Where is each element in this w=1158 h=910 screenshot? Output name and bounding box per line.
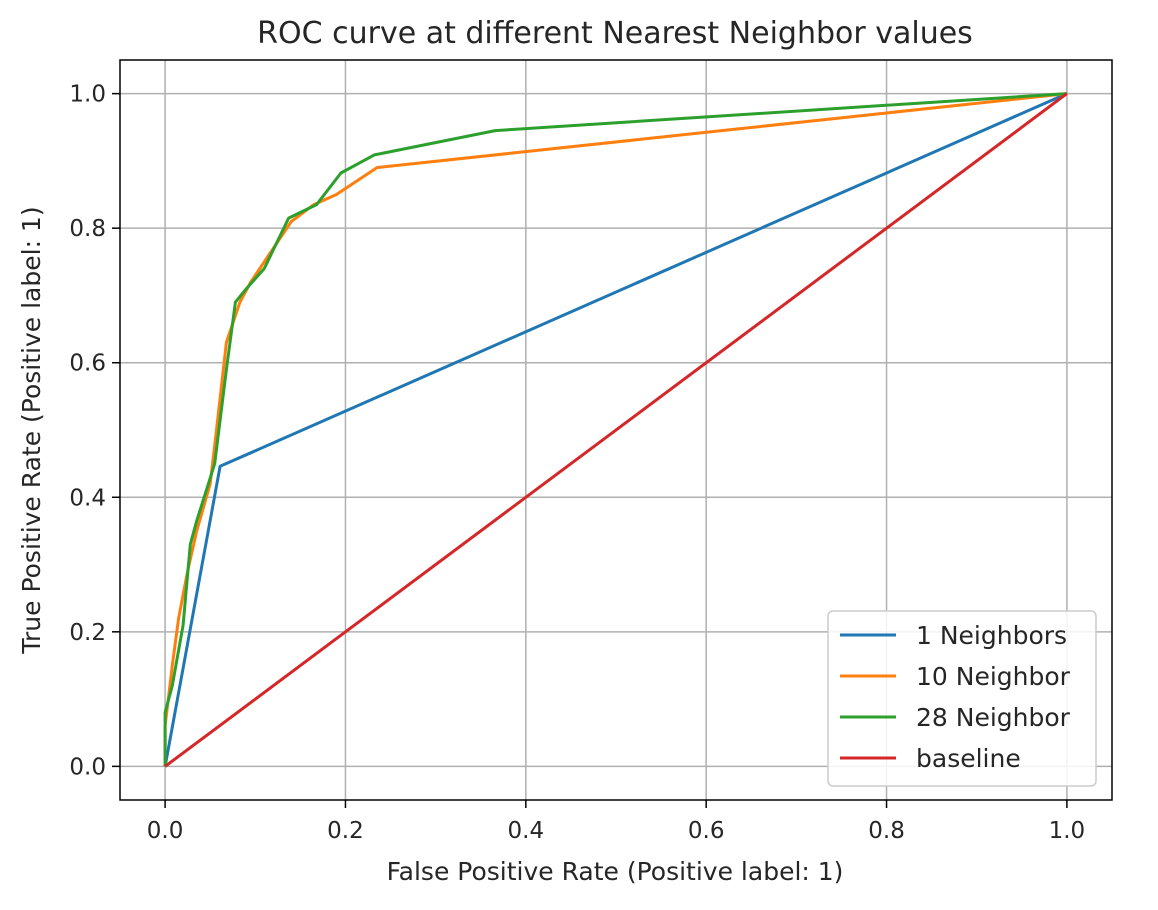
y-axis-label: True Positive Rate (Positive label: 1) bbox=[17, 206, 46, 654]
x-tick-label: 0.6 bbox=[688, 818, 725, 844]
y-tick-label: 0.6 bbox=[69, 351, 106, 377]
plot-frame bbox=[119, 59, 1113, 801]
x-tick-label: 0.0 bbox=[147, 818, 184, 844]
x-tick-label: 0.4 bbox=[508, 818, 545, 844]
x-axis-ticks: 0.0 0.2 0.4 0.6 0.8 1.0 bbox=[147, 800, 1085, 844]
x-tick-label: 1.0 bbox=[1049, 818, 1086, 844]
x-tick-label: 0.8 bbox=[868, 818, 905, 844]
series-line-28-neighbor bbox=[163, 92, 1067, 767]
y-tick-label: 0.4 bbox=[69, 485, 106, 511]
y-tick-label: 0.8 bbox=[69, 216, 106, 242]
x-axis-label: False Positive Rate (Positive label: 1) bbox=[387, 857, 844, 886]
legend-label: 28 Neighbor bbox=[916, 703, 1071, 732]
y-tick-label: 1.0 bbox=[69, 82, 106, 108]
series-line-1-neighbors bbox=[163, 92, 1068, 767]
legend-label: 1 Neighbors bbox=[916, 621, 1067, 650]
series-lines bbox=[163, 92, 1068, 768]
series-line-10-neighbor bbox=[163, 92, 1068, 767]
chart-title: ROC curve at different Nearest Neighbor … bbox=[257, 16, 973, 51]
legend-label: baseline bbox=[916, 744, 1021, 773]
legend-label: 10 Neighbor bbox=[916, 662, 1071, 691]
y-axis-ticks: 0.0 0.2 0.4 0.6 0.8 1.0 bbox=[69, 82, 120, 780]
legend-box bbox=[827, 610, 1097, 787]
legend: 1 Neighbors 10 Neighbor 28 Neighbor baselin… bbox=[827, 610, 1097, 787]
series-line-baseline bbox=[164, 92, 1068, 768]
x-tick-label: 0.2 bbox=[327, 818, 364, 844]
y-tick-label: 0.2 bbox=[69, 620, 106, 646]
y-tick-label: 0.0 bbox=[69, 754, 106, 780]
